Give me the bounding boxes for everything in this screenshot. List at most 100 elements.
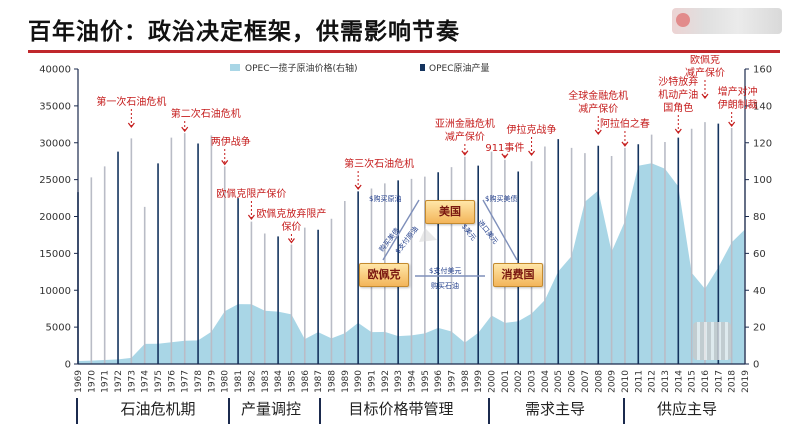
annotation-arrowhead [287,238,295,244]
period-separator [319,398,321,424]
x-tick-label: 1969 [74,370,84,393]
period-label: 目标价格带管理 [348,400,454,418]
title-rule [28,50,780,53]
y-left-tick-label: 20000 [39,212,71,223]
y-left-tick-label: 10000 [39,286,71,297]
x-tick-label: 1982 [247,370,257,393]
arrow-right-up [482,199,518,261]
y-left-tick-label: 5000 [46,323,71,334]
y-left-tick-label: 40000 [39,65,71,76]
edge-label: $购买原油 [369,195,402,203]
edge-label: 购买石油 [431,282,459,290]
x-tick-label: 2000 [488,370,498,393]
legend-swatch-price [230,64,240,71]
annotation-arrowhead [461,150,469,156]
x-tick-label: 1980 [221,370,231,393]
x-tick-label: 2012 [648,370,658,393]
x-tick-label: 1994 [408,370,418,393]
x-tick-label: 2009 [608,370,618,393]
x-tick-label: 1975 [154,370,164,393]
annotation-label: 全球金融危机减产保价 [568,89,628,115]
x-tick-label: 1978 [194,370,204,393]
annotation-label: 阿拉伯之春 [600,117,650,130]
x-tick-label: 2010 [621,370,631,393]
annotation-label: 第三次石油危机 [344,157,414,170]
x-tick-label: 1983 [261,370,271,393]
y-left-tick-label: 25000 [39,175,71,186]
x-tick-label: 2008 [594,370,604,393]
x-tick-label: 1976 [167,370,177,393]
period-label: 需求主导 [524,400,586,418]
annotation-arrowhead [221,159,229,166]
x-tick-label: 1987 [314,370,324,393]
annotation-arrowhead [528,150,536,156]
x-tick-label: 1971 [101,370,111,393]
x-tick-label: 2019 [741,370,751,393]
legend-label-production: OPEC原油产量 [429,62,489,74]
period-bar: 石油危机期 产量调控 目标价格带管理 需求主导 供应主导 [0,398,809,428]
y-left-tick-label: 15000 [39,249,71,260]
period-label: 供应主导 [656,400,718,418]
page-title: 百年油价：政治决定框架，供需影响节奏 [28,19,460,45]
x-tick-label: 2004 [541,370,551,393]
x-tick-label: 1993 [394,370,404,393]
logo-mark-icon [676,13,690,27]
period-separator [488,398,490,424]
x-tick-label: 2005 [554,370,564,393]
x-tick-label: 2006 [568,370,578,393]
x-tick-label: 1991 [367,370,377,393]
period-separator [228,398,230,424]
x-tick-label: 1989 [341,370,351,393]
y-right-tick-label: 60 [753,249,766,260]
x-tick-label: 1990 [354,370,364,393]
annotation-arrowhead [728,121,736,127]
x-tick-label: 1995 [421,370,431,393]
x-tick-label: 1992 [381,370,391,393]
annotation-arrowhead [354,184,362,190]
annotation-arrowhead [674,128,682,134]
y-left-tick-label: 30000 [39,138,71,149]
annotation-label: 两伊战争 [211,135,251,148]
period-separator [623,398,625,424]
center-triangle [419,228,437,242]
node-consumers: 消费国 [493,263,543,287]
node-usa: 美国 [425,200,475,224]
x-tick-label: 2014 [674,370,684,393]
annotation-label: 欧佩克减产保价 [685,55,725,79]
price-area [78,163,745,364]
y-right-tick-label: 80 [753,212,766,223]
x-tick-label: 1988 [327,370,337,393]
arrow-left-up [382,199,420,261]
x-tick-label: 2015 [688,370,698,393]
y-left-tick-label: 35000 [39,101,71,112]
annotation-arrowhead [501,153,509,159]
x-tick-label: 1997 [448,370,458,393]
annotation-label: 伊拉克战争 [507,123,557,136]
y-right-tick-label: 100 [753,175,772,186]
annotation-label: 911事件 [485,141,524,154]
annotation-arrowhead [127,122,135,128]
x-tick-label: 2011 [634,370,644,393]
x-tick-label: 2013 [661,370,671,393]
x-tick-label: 1974 [141,370,151,393]
x-tick-label: 1972 [114,370,124,393]
annotation-label: 欧佩克放弃限产保价 [256,207,326,233]
watermark-logo [693,322,731,360]
x-tick-label: 2016 [701,370,711,393]
oil-price-chart: 0500010000150002000025000300003500040000… [39,55,772,393]
x-tick-label: 1986 [301,370,311,393]
x-tick-label: 1979 [207,370,217,393]
x-tick-label: 1970 [87,370,97,393]
edge-label: $支付美元 [429,267,462,275]
y-right-tick-label: 160 [753,65,772,76]
annotation-label: 增产对冲伊朗制裁 [718,85,758,111]
period-label: 石油危机期 [120,400,196,418]
x-tick-label: 2018 [728,370,738,393]
annotation-label: 第二次石油危机 [171,107,241,120]
x-tick-label: 1985 [287,370,297,393]
x-tick-label: 1973 [127,370,137,393]
diagram-arrows [382,199,518,277]
annotation-label: 沙特放弃机动产油国角色 [658,75,698,114]
annotation-arrowhead [247,214,255,220]
brand-logo [672,8,782,34]
